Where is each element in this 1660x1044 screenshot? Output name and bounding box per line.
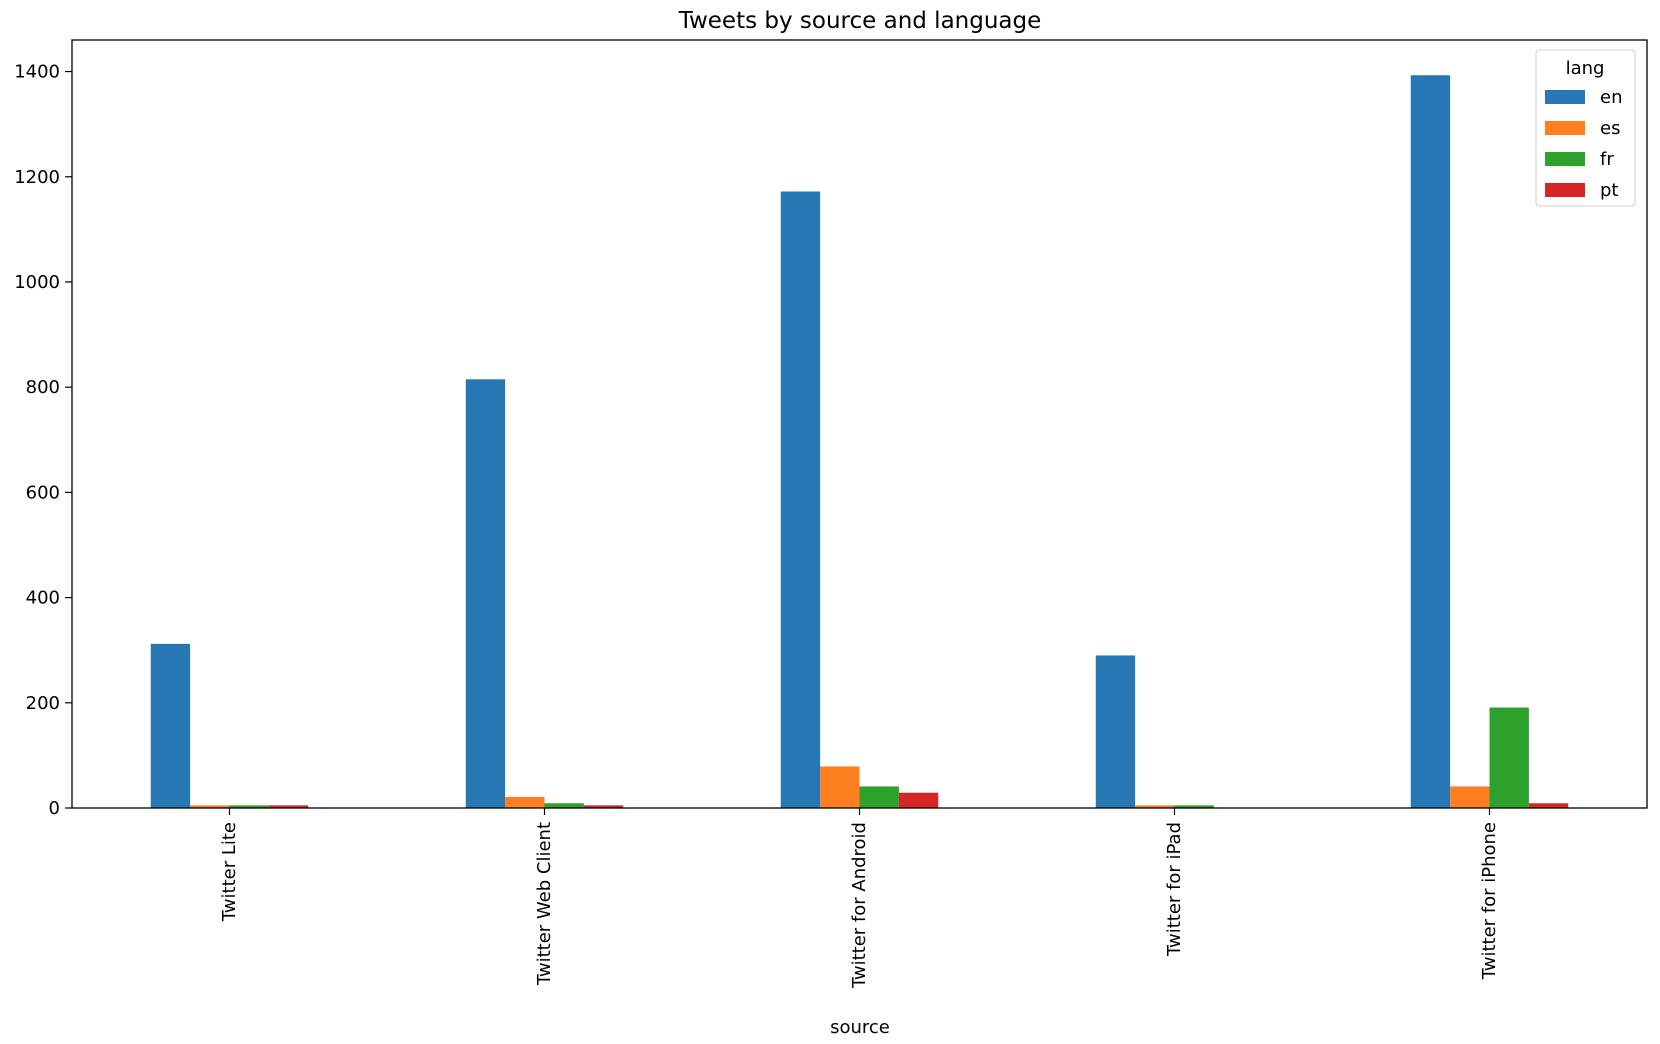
- bar-es-4: [1450, 786, 1490, 808]
- bar-en-3: [1095, 655, 1136, 808]
- x-tick-label: Twitter Web Client: [534, 822, 555, 986]
- bar-en-2: [780, 191, 821, 808]
- bar-es-2: [820, 766, 860, 808]
- legend-title: lang: [1566, 58, 1605, 79]
- bar-pt-4: [1528, 803, 1569, 808]
- y-tick-label: 200: [26, 693, 60, 714]
- bar-en-1: [465, 379, 506, 808]
- y-tick-label: 1000: [14, 272, 60, 293]
- x-tick-label: Twitter Lite: [219, 822, 240, 922]
- legend-swatch-fr: [1545, 152, 1585, 166]
- x-axis-label: source: [830, 1017, 890, 1038]
- bar-fr-4: [1489, 707, 1529, 808]
- x-tick-label: Twitter for iPhone: [1479, 822, 1500, 980]
- y-tick-label: 600: [26, 482, 60, 503]
- plot-frame: [71, 39, 1648, 809]
- y-tick-label: 1200: [14, 167, 60, 188]
- legend-label-es: es: [1600, 118, 1620, 139]
- y-axis-ticks: 0 200 400 600 800 1000 1200 1400: [14, 62, 72, 819]
- y-tick-label: 0: [49, 798, 60, 819]
- legend-swatch-es: [1545, 121, 1585, 135]
- bars-group: [150, 75, 1569, 809]
- bar-es-0: [190, 805, 230, 808]
- legend-items: en es fr pt: [1545, 87, 1622, 201]
- legend-frame: [1535, 49, 1636, 207]
- bar-es-3: [1135, 805, 1175, 808]
- legend: lang en es fr pt: [1535, 49, 1636, 207]
- bar-es-1: [505, 796, 545, 808]
- bar-fr-1: [544, 803, 584, 808]
- bar-en-0: [150, 643, 191, 808]
- bar-fr-3: [1174, 805, 1214, 808]
- bar-pt-0: [268, 805, 309, 808]
- bar-pt-1: [583, 805, 624, 808]
- legend-label-en: en: [1600, 87, 1622, 108]
- x-tick-label: Twitter for Android: [849, 822, 870, 989]
- x-tick-label: Twitter for iPad: [1164, 822, 1185, 957]
- bar-pt-2: [898, 792, 939, 808]
- x-axis-ticks: Twitter Lite Twitter Web Client Twitter fo…: [219, 808, 1500, 989]
- y-tick-label: 1400: [14, 62, 60, 83]
- bar-fr-0: [229, 805, 269, 808]
- bar-en-4: [1410, 75, 1451, 809]
- y-tick-label: 800: [26, 377, 60, 398]
- legend-label-pt: pt: [1600, 180, 1618, 201]
- legend-label-fr: fr: [1600, 149, 1614, 170]
- y-tick-label: 400: [26, 588, 60, 609]
- legend-swatch-pt: [1545, 183, 1585, 197]
- chart-title: Tweets by source and language: [678, 8, 1042, 34]
- bar-fr-2: [859, 786, 899, 808]
- legend-swatch-en: [1545, 90, 1585, 104]
